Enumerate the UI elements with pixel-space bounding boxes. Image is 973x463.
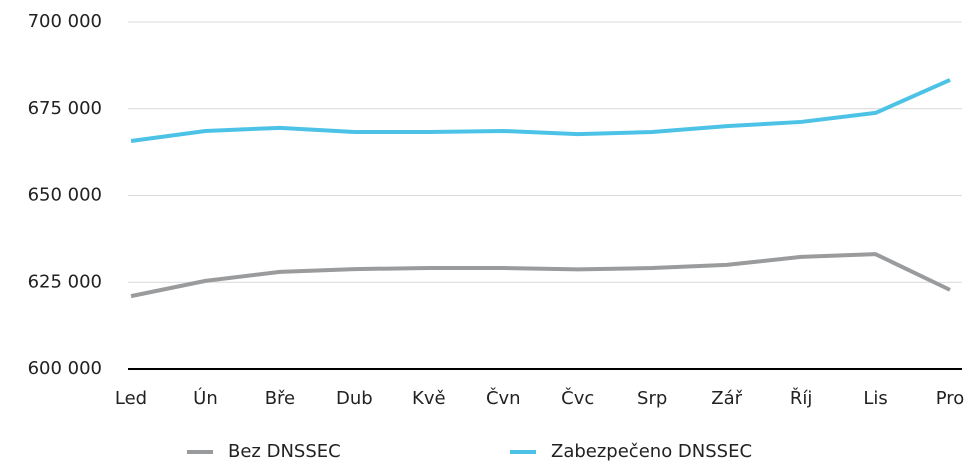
x-tick-label: Čvn [486, 387, 521, 409]
x-tick-label: Dub [336, 388, 373, 409]
y-tick-label: 650 000 [28, 185, 102, 206]
legend-label: Bez DNSSEC [228, 441, 341, 462]
y-tick-label: 600 000 [28, 358, 102, 379]
x-tick-label: Pro [936, 388, 965, 409]
y-tick-label: 700 000 [28, 11, 102, 32]
y-tick-label: 675 000 [28, 98, 102, 119]
x-tick-label: Kvě [412, 388, 446, 409]
x-tick-label: Říj [790, 387, 813, 409]
x-tick-label: Ún [193, 387, 218, 409]
x-tick-label: Bře [265, 388, 295, 409]
x-tick-label: Lis [863, 388, 887, 409]
series-line [130, 78, 951, 144]
series-line [130, 252, 951, 299]
x-tick-label: Zář [711, 388, 742, 409]
legend-label: Zabezpečeno DNSSEC [551, 441, 752, 462]
x-tick-label: Čvc [561, 387, 594, 409]
x-tick-label: Srp [637, 388, 667, 409]
x-tick-label: Led [115, 388, 147, 409]
y-tick-label: 625 000 [28, 271, 102, 292]
